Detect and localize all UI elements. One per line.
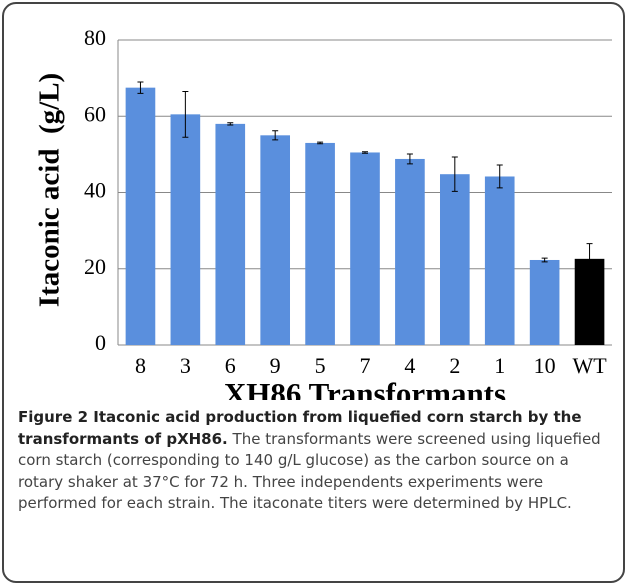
error-bar [137,81,144,94]
y-axis-label: Itaconic acid (g/L) [34,73,66,307]
x-tick-label: 9 [270,353,281,378]
x-tick-label: 10 [534,353,556,378]
caption-text: The transformants were screened using li… [18,429,601,513]
x-tick-label: 4 [404,353,415,378]
error-bar [182,90,189,138]
x-tick-label: 7 [360,353,371,378]
error-bar [496,164,503,189]
y-tick-label: 20 [84,254,106,279]
y-tick-label: 40 [84,178,106,203]
x-tick-label: 5 [315,353,326,378]
chart: Itaconic acid (g/L) XH86 Transformants 0… [34,25,612,400]
x-axis-label: XH86 Transformants [224,376,506,400]
bar [439,174,470,345]
error-bar [227,122,234,126]
bar [350,152,380,345]
bar [215,123,246,345]
error-bar [272,130,279,141]
error-bar [362,151,368,154]
bar [260,135,291,345]
bar [484,176,515,345]
x-tick-label: 2 [449,353,460,378]
error-bar [541,257,548,263]
bar [395,158,425,345]
bar [529,259,560,345]
x-tick-label: WT [572,353,607,378]
x-tick-label: 1 [494,353,505,378]
x-tick-label: 6 [225,353,236,378]
bar [125,87,156,345]
y-tick-label: 80 [84,25,106,50]
error-bar [586,243,593,275]
caption-title: Figure 2 Itaconic acid production from l… [18,408,582,448]
caption: Figure 2 Itaconic acid production from l… [18,407,614,515]
error-bar [451,156,458,192]
error-bar [406,153,413,165]
y-tick-label: 60 [84,101,106,126]
error-bar [317,141,324,145]
y-tick-label: 0 [95,330,106,355]
x-tick-label: 3 [180,353,191,378]
bar [170,114,201,345]
x-tick-label: 8 [135,353,146,378]
bar [305,142,335,345]
